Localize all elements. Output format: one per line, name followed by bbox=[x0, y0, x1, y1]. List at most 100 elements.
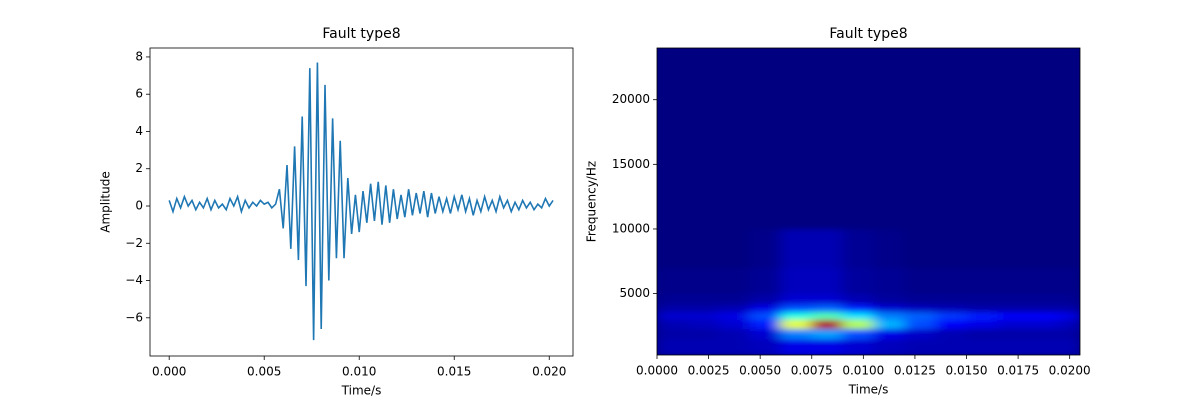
heatmap-cell bbox=[718, 338, 751, 355]
heatmap-cell bbox=[687, 311, 720, 320]
heatmap-cell bbox=[687, 328, 720, 340]
x-axis-label: Time/s bbox=[341, 384, 382, 398]
heatmap-cell bbox=[966, 267, 998, 295]
heatmap-cell bbox=[935, 318, 968, 330]
heatmap-cell bbox=[1027, 267, 1060, 295]
heatmap-cell bbox=[966, 303, 998, 313]
heatmap-cell bbox=[966, 338, 998, 355]
heatmap-cell bbox=[718, 328, 751, 340]
heatmap-cell bbox=[996, 311, 1029, 320]
y-tick-label: 20000 bbox=[612, 92, 650, 106]
heatmap-cell bbox=[780, 303, 813, 313]
heatmap-cell bbox=[687, 228, 720, 269]
y-tick-label: 10000 bbox=[612, 221, 650, 235]
heatmap-cell bbox=[657, 228, 689, 269]
heatmap-cell bbox=[811, 48, 844, 230]
heatmap-cell bbox=[780, 338, 813, 355]
axes-frame bbox=[656, 47, 1081, 356]
heatmap-cell bbox=[935, 338, 968, 355]
heatmap-cell bbox=[996, 267, 1029, 295]
heatmap-cell bbox=[935, 48, 968, 230]
heatmap-cell bbox=[1058, 48, 1080, 230]
heatmap-cell bbox=[1058, 267, 1080, 295]
heatmap-cell bbox=[1058, 328, 1080, 340]
heatmap-cell bbox=[687, 293, 720, 305]
heatmap-cell bbox=[904, 328, 937, 340]
signal-line bbox=[168, 62, 554, 341]
heatmap-cell bbox=[1027, 293, 1060, 305]
heatmap-cell bbox=[842, 328, 875, 340]
heatmap-cell bbox=[904, 48, 937, 230]
heatmap-cell bbox=[842, 48, 875, 230]
heatmap-cell bbox=[996, 48, 1029, 230]
y-tick-label: 4 bbox=[135, 124, 143, 138]
heatmap-cell bbox=[1027, 328, 1060, 340]
x-tick-label: 0.0200 bbox=[1049, 364, 1091, 378]
heatmap-cell bbox=[718, 311, 751, 320]
heatmap-cell bbox=[657, 48, 689, 230]
heatmap-cell bbox=[780, 228, 813, 269]
y-tick-label: −6 bbox=[125, 310, 143, 324]
heatmap-cell bbox=[780, 48, 813, 230]
chart-title: Fault type8 bbox=[322, 26, 400, 42]
heatmap-cell bbox=[873, 311, 906, 320]
y-axis-label: Amplitude bbox=[99, 171, 113, 233]
heatmap-cell bbox=[780, 311, 813, 320]
y-tick-label: −2 bbox=[125, 236, 143, 250]
heatmap-cell bbox=[996, 228, 1029, 269]
heatmap-cell bbox=[1058, 228, 1080, 269]
heatmap-cell bbox=[718, 303, 751, 313]
heatmap-cell bbox=[966, 328, 998, 340]
heatmap-cell bbox=[811, 303, 844, 313]
heatmap-cell bbox=[718, 318, 751, 330]
x-tick-label: 0.015 bbox=[437, 365, 471, 379]
heatmap-cell bbox=[687, 318, 720, 330]
axes-frame bbox=[149, 47, 574, 357]
heatmap-cell bbox=[687, 48, 720, 230]
heatmap-cell bbox=[996, 318, 1029, 330]
heatmap-cell bbox=[1058, 293, 1080, 305]
heatmap-cell bbox=[749, 311, 782, 320]
heatmap-cell bbox=[842, 318, 875, 330]
y-axis-label: Frequency/Hz bbox=[585, 161, 599, 242]
y-tick-label: 2 bbox=[135, 161, 143, 175]
heatmap-cell bbox=[935, 328, 968, 340]
heatmap-cell bbox=[842, 293, 875, 305]
heatmap-cell bbox=[811, 267, 844, 295]
heatmap-cell bbox=[811, 293, 844, 305]
heatmap-cell bbox=[657, 303, 689, 313]
heatmap-cell bbox=[966, 293, 998, 305]
heatmap-cell bbox=[935, 293, 968, 305]
heatmap-cell bbox=[1058, 303, 1080, 313]
heatmap-cell bbox=[780, 328, 813, 340]
heatmap-cell bbox=[718, 48, 751, 230]
heatmap-cell bbox=[749, 338, 782, 355]
heatmap-cell bbox=[749, 318, 782, 330]
heatmap-cell bbox=[811, 228, 844, 269]
heatmap-cell bbox=[1027, 318, 1060, 330]
heatmap-cell bbox=[780, 293, 813, 305]
heatmap-cell bbox=[873, 267, 906, 295]
heatmap-cell bbox=[842, 338, 875, 355]
heatmap-cell bbox=[657, 318, 689, 330]
heatmap-cell bbox=[904, 303, 937, 313]
heatmap-cell bbox=[873, 228, 906, 269]
heatmap-cell bbox=[842, 228, 875, 269]
heatmap-cell bbox=[811, 328, 844, 340]
heatmap-cell bbox=[811, 338, 844, 355]
heatmap-cell bbox=[935, 303, 968, 313]
heatmap-cells bbox=[657, 48, 1080, 355]
heatmap-cell bbox=[842, 303, 875, 313]
heatmap-cell bbox=[1027, 311, 1060, 320]
heatmap-cell bbox=[687, 303, 720, 313]
heatmap-cell bbox=[996, 303, 1029, 313]
heatmap-cell bbox=[657, 267, 689, 295]
x-tick-label: 0.020 bbox=[532, 365, 566, 379]
y-tick-label: −4 bbox=[125, 273, 143, 287]
heatmap-cell bbox=[904, 267, 937, 295]
heatmap-cell bbox=[1027, 48, 1060, 230]
heatmap-cell bbox=[749, 228, 782, 269]
heatmap-cell bbox=[842, 267, 875, 295]
heatmap-cell bbox=[749, 328, 782, 340]
heatmap-cell bbox=[718, 293, 751, 305]
